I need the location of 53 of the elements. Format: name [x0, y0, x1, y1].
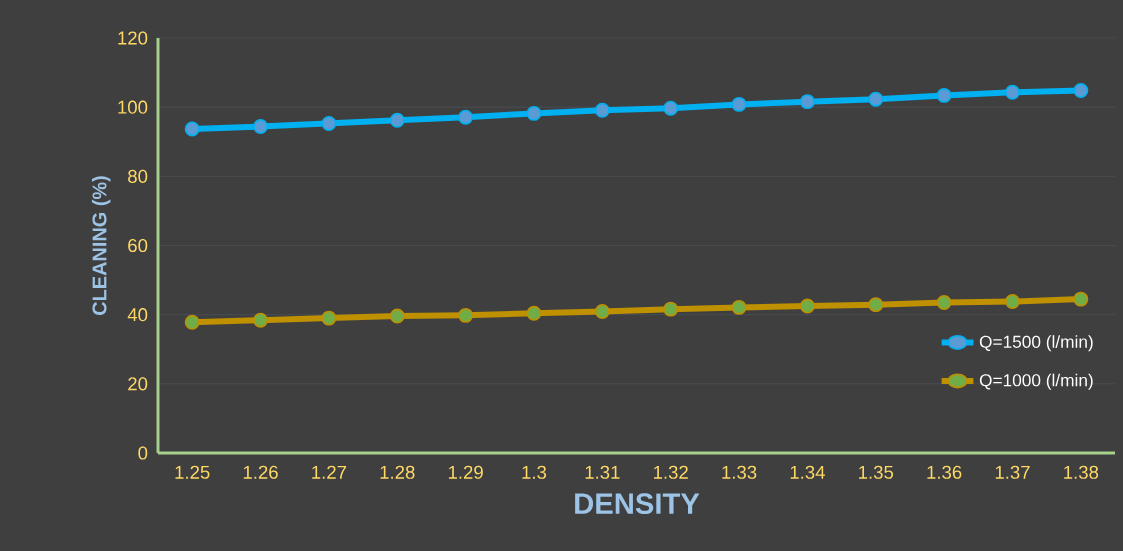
x-tick-label: 1.32: [654, 465, 688, 479]
x-tick-label: 1.38: [1064, 465, 1099, 479]
x-tick-label: 1.34: [790, 465, 825, 479]
point: [663, 100, 679, 116]
x-tick-label: 1.25: [175, 465, 210, 479]
legend-label: Q=1000 (l/min): [979, 373, 1093, 390]
point: [731, 96, 747, 112]
y-tick-label: 0: [138, 446, 148, 460]
point: [526, 305, 542, 321]
point: [936, 87, 952, 103]
point: [389, 308, 405, 324]
point: [184, 121, 200, 137]
x-tick-label: 1.35: [859, 465, 894, 479]
point: [799, 298, 815, 314]
x-tick-label: 1.26: [243, 465, 278, 479]
x-tick-label: 1.37: [995, 465, 1030, 479]
x-tick-label: 1.27: [312, 465, 347, 479]
y-tick-label: 120: [118, 31, 148, 45]
y-tick-label: 20: [128, 377, 148, 391]
point: [184, 314, 200, 330]
x-tick-label: 1.28: [380, 465, 415, 479]
point: [1005, 294, 1020, 309]
y-axis-title: CLEANING (%): [91, 176, 111, 315]
point: [868, 91, 884, 107]
point: [663, 301, 679, 317]
point: [253, 119, 268, 134]
y-tick-label: 40: [127, 308, 148, 322]
point: [458, 109, 474, 125]
x-axis-title: DENSITY: [575, 493, 700, 515]
point: [253, 312, 268, 328]
x-tick-label: 1.29: [448, 465, 483, 479]
point: [1073, 83, 1089, 99]
y-tick-label: 100: [118, 100, 148, 114]
y-tick-label: 60: [128, 238, 148, 253]
point: [868, 297, 884, 313]
point: [1005, 84, 1020, 100]
point: [594, 102, 610, 118]
point: [321, 115, 337, 131]
point: [526, 105, 542, 121]
x-tick-label: 1.3: [522, 465, 547, 479]
x-tick-label: 1.36: [927, 465, 962, 479]
point: [594, 304, 610, 320]
point: [321, 310, 337, 326]
point: [731, 299, 747, 315]
point: [389, 112, 405, 128]
x-tick-label: 1.33: [722, 465, 757, 479]
y-tick-label: 80: [128, 169, 148, 183]
point: [936, 295, 952, 311]
x-tick-label: 1.31: [585, 465, 620, 479]
legend-label: Q=1500 (l/min): [979, 335, 1093, 352]
point: [1073, 291, 1089, 307]
point: [799, 94, 815, 110]
point: [458, 307, 474, 323]
